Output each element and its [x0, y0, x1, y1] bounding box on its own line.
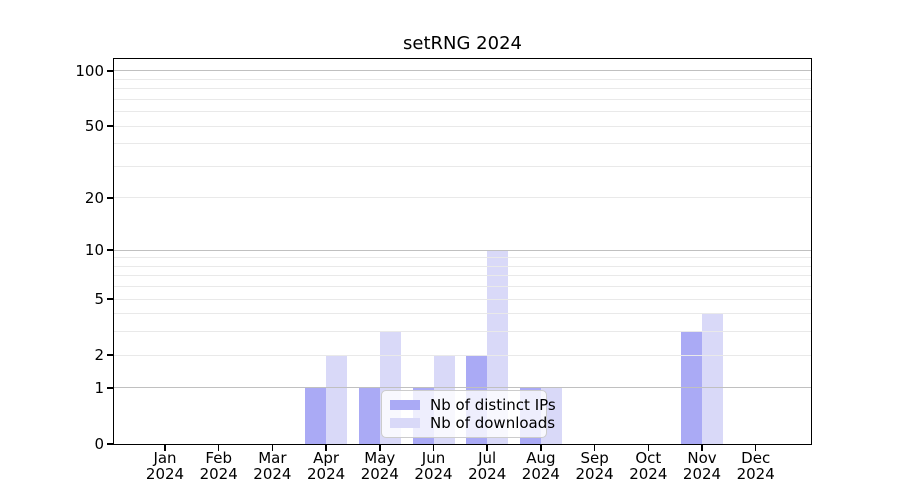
x-tick-label-line: Jan	[153, 449, 177, 467]
y-tick-mark	[107, 354, 113, 356]
grid-line-minor	[114, 257, 811, 259]
grid-line-minor	[114, 143, 811, 145]
grid-line-minor	[114, 165, 811, 167]
x-tick-mark	[271, 445, 274, 451]
y-tick-mark	[107, 298, 113, 300]
x-tick-label-line: Aug	[526, 449, 556, 467]
x-tick-mark	[593, 445, 596, 451]
plot-area: Nb of distinct IPs Nb of downloads	[114, 59, 811, 444]
x-tick-label-line: 2024	[521, 465, 560, 483]
grid-line-minor	[114, 111, 811, 113]
grid-line-minor	[114, 298, 811, 300]
x-tick-label-line: May	[364, 449, 396, 467]
grid-line-minor	[114, 313, 811, 315]
grid-line-minor	[114, 286, 811, 288]
x-tick-label-line: 2024	[360, 465, 399, 483]
x-tick-label: Dec 2024	[716, 450, 796, 482]
y-tick-label: 2	[94, 346, 104, 365]
legend-swatch-downloads	[390, 418, 420, 428]
legend-label-downloads: Nb of downloads	[430, 414, 556, 432]
legend: Nb of distinct IPs Nb of downloads	[381, 390, 556, 438]
bar-distinct-ips-month-4	[305, 387, 327, 444]
x-tick-label-line: Dec	[741, 449, 771, 467]
legend-item-distinct-ips: Nb of distinct IPs	[390, 396, 556, 414]
x-tick-mark	[164, 445, 166, 451]
grid-line-minor	[114, 125, 811, 127]
legend-item-downloads: Nb of downloads	[390, 414, 555, 432]
x-tick-label-line: 2024	[199, 465, 238, 483]
x-tick-label: Feb 2024	[179, 450, 259, 482]
y-tick-label: 0	[94, 435, 104, 453]
x-tick-mark	[379, 445, 381, 451]
x-tick-mark	[701, 445, 703, 451]
y-tick-mark	[107, 249, 113, 251]
x-tick-label-line: Feb	[205, 449, 232, 467]
x-tick-label-line: 2024	[145, 465, 185, 483]
x-tick-label-line: Apr	[313, 449, 340, 467]
grid-line-major	[114, 70, 811, 72]
x-tick-mark	[325, 445, 327, 451]
x-tick-label: Nov 2024	[662, 450, 742, 482]
x-tick-label: May 2024	[340, 450, 420, 482]
x-tick-label: Sep 2024	[555, 450, 635, 482]
chart-title: setRNG 2024	[403, 33, 522, 54]
x-tick-label-line: 2024	[682, 465, 722, 483]
y-tick-mark	[107, 443, 113, 445]
grid-line-minor	[114, 98, 811, 100]
legend-swatch-distinct-ips	[390, 400, 420, 410]
grid-line-minor	[114, 197, 811, 199]
x-tick-mark	[217, 445, 220, 451]
x-tick-label: Oct 2024	[608, 450, 688, 482]
bar-distinct-ips-month-5	[358, 387, 380, 444]
x-tick-label: Apr 2024	[286, 450, 366, 482]
y-tick-label: 20	[84, 188, 104, 207]
x-tick-mark	[647, 445, 650, 451]
x-tick-label: Jan 2024	[125, 450, 205, 482]
grid-line-minor	[114, 275, 811, 277]
grid-line-major	[114, 249, 811, 251]
x-tick-label: Mar 2024	[232, 450, 312, 482]
x-tick-label: Jun 2024	[394, 450, 474, 482]
x-tick-label-line: 2024	[307, 465, 346, 483]
x-tick-label-line: Jun	[421, 449, 446, 467]
x-tick-label-line: 2024	[629, 465, 668, 483]
x-tick-label: Jul 2024	[447, 450, 527, 482]
x-tick-label-line: Sep	[580, 449, 609, 467]
x-tick-label: Aug 2024	[501, 450, 581, 482]
y-tick-mark	[107, 197, 113, 199]
y-tick-mark	[107, 387, 113, 389]
grid-line-minor	[114, 265, 811, 267]
x-tick-label-line: Jul	[478, 449, 497, 467]
bar-downloads-month-4	[326, 355, 348, 444]
x-tick-label-line: 2024	[414, 465, 453, 483]
grid-line-major	[114, 387, 811, 389]
x-tick-label-line: 2024	[575, 465, 614, 483]
x-tick-label-line: 2024	[468, 465, 507, 483]
bar-downloads-month-11	[702, 313, 723, 444]
x-tick-label-line: 2024	[253, 465, 292, 483]
x-tick-label-line: Oct	[635, 449, 662, 467]
y-tick-mark	[107, 70, 113, 72]
grid-line-minor	[114, 331, 811, 333]
grid-line-minor	[114, 88, 811, 90]
y-tick-label: 5	[94, 290, 104, 309]
grid-line-minor	[114, 354, 811, 356]
y-tick-label: 50	[84, 117, 104, 136]
x-tick-label-line: Nov	[687, 449, 717, 467]
y-tick-label: 1	[94, 378, 104, 397]
x-tick-mark	[754, 445, 757, 451]
y-tick-label: 10	[84, 241, 104, 260]
x-tick-mark	[486, 445, 488, 451]
y-tick-mark	[107, 125, 113, 127]
x-tick-label-line: 2024	[736, 465, 775, 483]
x-tick-mark	[432, 445, 435, 451]
x-tick-mark	[540, 445, 542, 451]
y-tick-label: 100	[75, 61, 104, 80]
x-tick-label-line: Mar	[258, 449, 287, 467]
grid-line-minor	[114, 78, 811, 80]
legend-label-distinct-ips: Nb of distinct IPs	[430, 396, 556, 414]
